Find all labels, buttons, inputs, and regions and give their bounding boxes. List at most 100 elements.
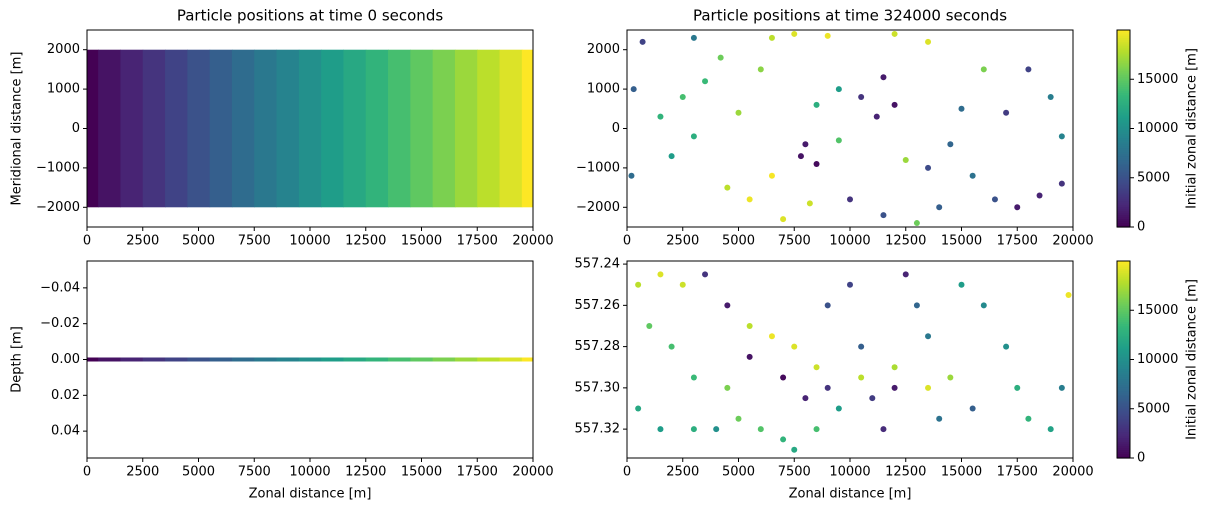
colorbar-swatch <box>1117 158 1130 161</box>
colorbar-swatch <box>1117 404 1130 408</box>
colorbar-swatch <box>1117 104 1130 108</box>
particle <box>702 78 709 85</box>
colorbar: 0 5000 10000 15000 Initial zonal distance [m… <box>1116 29 1200 235</box>
colorbar-swatch <box>1117 270 1130 274</box>
colorbar-swatch <box>1117 306 1130 309</box>
colorbar-swatch <box>1117 353 1130 357</box>
colorbar-swatch <box>1117 396 1130 400</box>
colorbar-swatch <box>1117 75 1130 78</box>
x-tick-label: 2500 <box>666 234 699 249</box>
particle <box>1014 384 1021 391</box>
colorbar-swatch <box>1117 148 1130 151</box>
x-tick-label: 20000 <box>512 234 553 249</box>
particle-column <box>254 49 278 208</box>
colorbar-swatch <box>1117 369 1130 372</box>
colorbar-swatch <box>1117 294 1130 298</box>
particle <box>735 415 742 422</box>
colorbar-swatch <box>1117 53 1130 57</box>
particle-tile <box>477 357 501 362</box>
colorbar-swatch <box>1117 278 1130 282</box>
colorbar-tick-label: 0 <box>1137 220 1145 235</box>
particle <box>869 395 876 402</box>
colorbar-tick-label: 15000 <box>1137 303 1178 318</box>
colorbar-swatch <box>1117 312 1130 315</box>
y-tick-label: 2000 <box>587 42 620 57</box>
particle <box>891 364 898 371</box>
colorbar-swatch <box>1117 302 1130 305</box>
colorbar-swatch <box>1117 320 1130 323</box>
y-tick-label: −2000 <box>36 200 80 215</box>
colorbar-swatch <box>1117 33 1130 37</box>
particle <box>824 302 831 309</box>
colorbar-swatch <box>1117 217 1130 220</box>
colorbar-swatch <box>1117 452 1130 455</box>
y-tick-label: 1000 <box>47 82 80 97</box>
particle-tile <box>298 357 322 362</box>
x-tick-label: 12500 <box>345 465 386 480</box>
particle-tile <box>521 357 533 362</box>
colorbar-swatch <box>1117 444 1130 447</box>
particle-column <box>87 49 99 208</box>
particle <box>746 196 753 203</box>
particle <box>813 101 820 108</box>
x-tick-label: 0 <box>83 465 91 480</box>
panel: 0 2500 5000 7500 10000 12500 15000 17500 20000−2… <box>10 7 554 249</box>
colorbar-swatch <box>1117 347 1130 351</box>
colorbar-swatch <box>1117 152 1130 155</box>
colorbar-swatch <box>1117 134 1130 137</box>
colorbar-swatch <box>1117 98 1130 102</box>
colorbar-swatch <box>1117 371 1130 374</box>
particle <box>630 86 637 93</box>
colorbar-swatch <box>1117 126 1130 130</box>
particle <box>991 196 998 203</box>
particle <box>724 302 731 309</box>
y-tick-label: −2000 <box>576 200 620 215</box>
particle-column <box>231 49 255 208</box>
colorbar-swatch <box>1117 345 1130 349</box>
particle <box>858 343 865 350</box>
colorbar-swatch <box>1117 43 1130 47</box>
x-tick-label: 7500 <box>778 465 811 480</box>
colorbar-swatch <box>1117 138 1130 141</box>
colorbar-swatch <box>1117 223 1130 226</box>
x-tick-label: 5000 <box>722 465 755 480</box>
particle <box>806 200 813 207</box>
particle <box>891 30 898 37</box>
particle <box>835 86 842 93</box>
particle <box>802 395 809 402</box>
colorbar-tick-label: 15000 <box>1137 72 1178 87</box>
colorbar-swatch <box>1117 179 1130 183</box>
x-tick-label: 7500 <box>778 234 811 249</box>
colorbar-swatch <box>1117 156 1130 159</box>
particle-tile <box>187 357 211 362</box>
colorbar-swatch <box>1117 402 1130 406</box>
y-tick-label: 1000 <box>587 82 620 97</box>
colorbar-swatch <box>1117 448 1130 451</box>
x-tick-label: 0 <box>83 234 91 249</box>
particle <box>735 109 742 116</box>
colorbar-swatch <box>1117 37 1130 41</box>
colorbar-swatch <box>1117 130 1130 134</box>
particle <box>668 153 675 160</box>
colorbar-tick-label: 5000 <box>1137 401 1170 416</box>
colorbar-swatch <box>1117 100 1130 104</box>
colorbar-swatch <box>1117 454 1130 457</box>
colorbar-swatch <box>1117 357 1130 361</box>
particle <box>880 426 887 433</box>
panel-title: Particle positions at time 324000 second… <box>693 7 1007 25</box>
particle <box>802 141 809 148</box>
colorbar-swatch <box>1117 424 1130 428</box>
colorbar-swatch <box>1117 339 1130 343</box>
colorbar-swatch <box>1117 282 1130 286</box>
particle <box>1058 180 1065 187</box>
colorbar-swatch <box>1117 316 1130 319</box>
particle <box>891 101 898 108</box>
particle <box>1047 426 1054 433</box>
particle <box>780 374 787 381</box>
colorbar-swatch <box>1117 337 1130 341</box>
x-tick-label: 15000 <box>941 465 982 480</box>
particle <box>1025 415 1032 422</box>
particle-column <box>521 49 533 208</box>
particle <box>724 384 731 391</box>
colorbar-swatch <box>1117 203 1130 206</box>
